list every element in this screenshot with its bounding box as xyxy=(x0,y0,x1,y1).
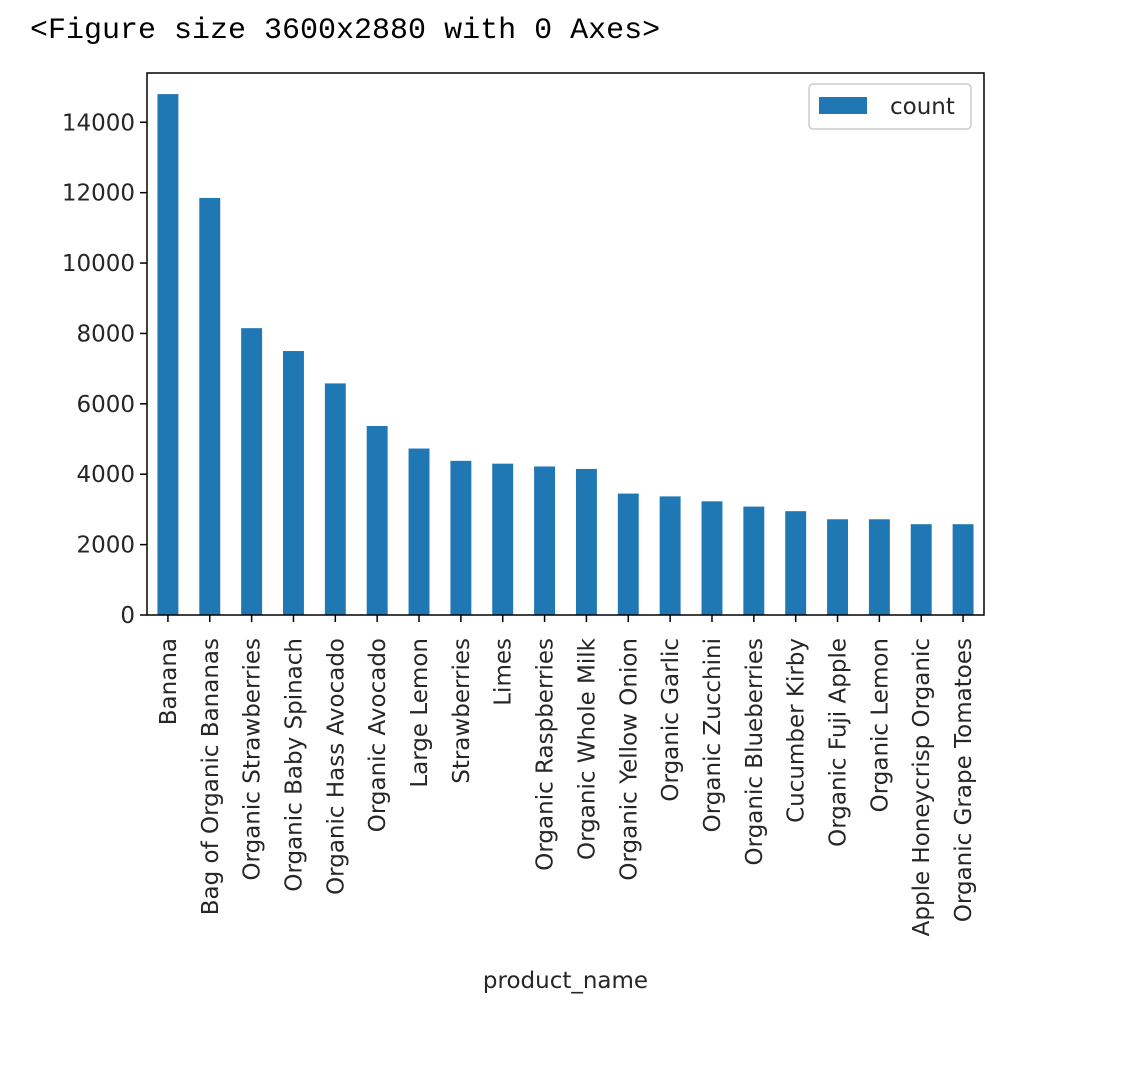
legend-box xyxy=(808,83,972,130)
y-tick-label: 2000 xyxy=(76,533,135,559)
figure-output-text: <Figure size 3600x2880 with 0 Axes> xyxy=(30,14,661,48)
bar xyxy=(324,383,346,615)
x-tick-label: Bag of Organic Bananas xyxy=(198,638,224,915)
x-tick-label: Organic Zucchini xyxy=(700,638,726,832)
bar xyxy=(701,501,723,615)
y-tick-label: 6000 xyxy=(76,392,135,418)
bar xyxy=(617,493,639,615)
bar xyxy=(157,94,179,615)
x-tick-label: Organic Avocado xyxy=(365,638,391,832)
y-tick-label: 0 xyxy=(120,603,135,629)
x-tick-label: Banana xyxy=(156,638,182,725)
y-tick-label: 4000 xyxy=(76,462,135,488)
bar xyxy=(659,496,681,615)
bar xyxy=(534,466,556,615)
x-tick-label: Organic Garlic xyxy=(658,638,684,802)
legend-swatch xyxy=(819,97,867,114)
bars xyxy=(157,94,974,615)
bar xyxy=(868,519,890,615)
x-tick-label: Organic Hass Avocado xyxy=(323,638,349,895)
x-tick-label: Organic Lemon xyxy=(867,638,893,812)
bar xyxy=(575,468,597,615)
x-tick-label: Organic Grape Tomatoes xyxy=(951,638,977,922)
plot-frame xyxy=(146,72,985,616)
x-tick-label: Apple Honeycrisp Organic xyxy=(909,638,935,936)
y-tick-label: 12000 xyxy=(62,181,135,207)
bar xyxy=(408,448,430,615)
bar xyxy=(910,524,932,615)
x-tick-label: Cucumber Kirby xyxy=(784,638,810,823)
bar xyxy=(827,519,848,615)
bar xyxy=(366,426,388,615)
y-tick-label: 8000 xyxy=(76,321,135,347)
x-tick-label: Strawberries xyxy=(449,638,475,784)
x-tick-label: Organic Whole Milk xyxy=(574,637,600,860)
x-tick-label: Organic Blueberries xyxy=(742,638,768,865)
bar xyxy=(785,511,807,615)
x-tick-label: Organic Baby Spinach xyxy=(281,638,307,892)
legend-label: count xyxy=(890,94,955,120)
x-tick-label: Organic Strawberries xyxy=(240,638,266,881)
bar xyxy=(450,460,472,615)
bar xyxy=(952,524,974,615)
x-tick-label: Organic Fuji Apple xyxy=(826,638,852,847)
x-tick-label: Limes xyxy=(491,638,517,706)
bar xyxy=(199,197,221,615)
bar xyxy=(241,328,263,615)
y-tick-label: 14000 xyxy=(62,110,135,136)
bar xyxy=(492,463,514,615)
bar xyxy=(743,506,765,615)
legend: count xyxy=(808,83,972,130)
x-tick-label: Organic Yellow Onion xyxy=(616,638,642,881)
y-tick-label: 10000 xyxy=(62,251,135,277)
y-axis-ticks: 0 2000 4000 6000 8000 10000 12000 14000 xyxy=(62,110,147,629)
x-axis-label: product_name xyxy=(483,968,648,994)
x-axis-ticks: Banana Bag of Organic Bananas Organic Stra… xyxy=(156,615,977,936)
bar xyxy=(283,351,304,615)
x-tick-label: Organic Raspberries xyxy=(533,638,559,871)
x-tick-label: Large Lemon xyxy=(407,638,433,788)
